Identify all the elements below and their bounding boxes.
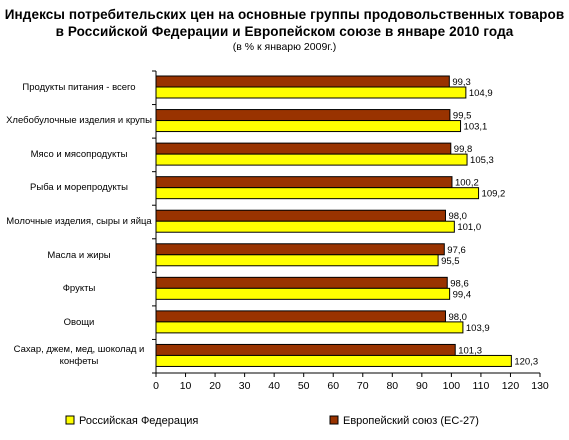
data-label-rf-7: 103,9 bbox=[466, 323, 490, 334]
data-label-rf-1: 103,1 bbox=[464, 122, 488, 133]
bar-rf-7 bbox=[155, 321, 464, 334]
x-tick-label-0: 0 bbox=[153, 380, 159, 392]
chart-subtitle: (в % к январю 2009г.) bbox=[232, 41, 337, 53]
category-label-text-5: Масла и жиры bbox=[47, 249, 111, 261]
data-label-eu-5: 97,6 bbox=[447, 245, 466, 256]
category-label-text-1: Хлебобулочные изделия и крупы bbox=[6, 115, 152, 127]
x-tick-label-2: 20 bbox=[209, 380, 221, 392]
data-label-rf-3: 109,2 bbox=[482, 189, 506, 200]
x-tick-label-7: 70 bbox=[357, 380, 369, 392]
chart-title-line-2: в Российской Федерации и Европейском сою… bbox=[55, 24, 514, 39]
x-tick-label-12: 120 bbox=[502, 380, 520, 392]
category-label-text-3: Рыба и морепродукты bbox=[30, 182, 128, 194]
category-label-3: Рыба и морепродукты bbox=[6, 175, 152, 201]
bar-eu-8 bbox=[155, 343, 456, 356]
category-label-7: Овощи bbox=[6, 310, 152, 336]
data-label-eu-7: 98,0 bbox=[448, 312, 467, 323]
category-label-text-8: Сахар, джем, мед, шоколад и конфеты bbox=[13, 344, 145, 368]
legend-swatch-1 bbox=[329, 415, 339, 425]
data-label-eu-0: 99,3 bbox=[452, 77, 471, 88]
category-label-text-7: Овощи bbox=[63, 316, 95, 328]
bar-eu-5 bbox=[155, 243, 445, 256]
bar-rf-0 bbox=[155, 86, 467, 99]
bar-eu-1 bbox=[155, 109, 451, 122]
legend-swatch-0 bbox=[65, 415, 75, 425]
data-label-eu-8: 101,3 bbox=[458, 345, 482, 356]
chart-title-line-1: Индексы потребительских цен на основные … bbox=[4, 7, 565, 22]
category-label-6: Фрукты bbox=[6, 276, 152, 302]
x-tick-label-11: 110 bbox=[473, 380, 490, 392]
category-label-text-6: Фрукты bbox=[62, 283, 96, 295]
data-label-rf-5: 95,5 bbox=[441, 256, 460, 267]
category-label-0: Продукты питания - всего bbox=[6, 75, 152, 101]
legend-label-0: Российская Федерация bbox=[79, 415, 198, 427]
data-label-eu-1: 99,5 bbox=[453, 111, 472, 122]
bar-eu-4 bbox=[155, 209, 446, 222]
bar-rf-6 bbox=[155, 287, 451, 300]
category-label-5: Масла и жиры bbox=[6, 243, 152, 269]
data-label-eu-3: 100,2 bbox=[455, 178, 479, 189]
category-label-text-4: Молочные изделия, сыры и яйца bbox=[6, 216, 152, 227]
category-label-1: Хлебобулочные изделия и крупы bbox=[6, 108, 152, 134]
data-label-rf-2: 105,3 bbox=[470, 155, 494, 166]
bar-rf-8 bbox=[155, 354, 512, 367]
x-tick-label-5: 50 bbox=[298, 380, 310, 392]
x-tick-label-13: 130 bbox=[531, 380, 549, 392]
bar-rf-2 bbox=[155, 153, 468, 166]
bar-eu-2 bbox=[155, 142, 452, 155]
category-label-text-0: Продукты питания - всего bbox=[22, 81, 136, 93]
bar-rf-3 bbox=[155, 187, 480, 200]
data-label-rf-6: 99,4 bbox=[453, 289, 472, 300]
x-tick-label-6: 60 bbox=[327, 380, 339, 392]
category-label-2: Мясо и мясопродукты bbox=[6, 142, 152, 168]
x-tick-label-4: 40 bbox=[268, 380, 280, 392]
bar-rf-1 bbox=[155, 120, 462, 133]
bar-eu-6 bbox=[155, 276, 448, 289]
x-tick-label-3: 30 bbox=[239, 380, 251, 392]
x-tick-label-1: 10 bbox=[180, 380, 192, 392]
bar-eu-7 bbox=[155, 310, 446, 323]
bar-eu-0 bbox=[155, 75, 450, 88]
x-tick-label-9: 90 bbox=[416, 380, 428, 392]
bar-rf-4 bbox=[155, 220, 455, 233]
legend-label-1: Европейский союз (ЕС-27) bbox=[343, 415, 479, 427]
data-label-eu-6: 98,6 bbox=[450, 278, 469, 289]
bar-rf-5 bbox=[155, 254, 439, 267]
x-tick-label-10: 100 bbox=[443, 380, 461, 392]
x-tick-label-8: 80 bbox=[386, 380, 398, 392]
data-label-eu-2: 99,8 bbox=[454, 144, 473, 155]
data-label-rf-4: 101,0 bbox=[457, 222, 481, 233]
bar-eu-3 bbox=[155, 176, 453, 189]
category-label-8: Сахар, джем, мед, шоколад и конфеты bbox=[6, 343, 152, 369]
category-label-text-2: Мясо и мясопродукты bbox=[30, 148, 128, 160]
data-label-rf-8: 120,3 bbox=[514, 356, 538, 367]
data-label-rf-0: 104,9 bbox=[469, 88, 493, 99]
category-label-4: Молочные изделия, сыры и яйца bbox=[6, 209, 152, 235]
data-label-eu-4: 98,0 bbox=[448, 211, 467, 222]
